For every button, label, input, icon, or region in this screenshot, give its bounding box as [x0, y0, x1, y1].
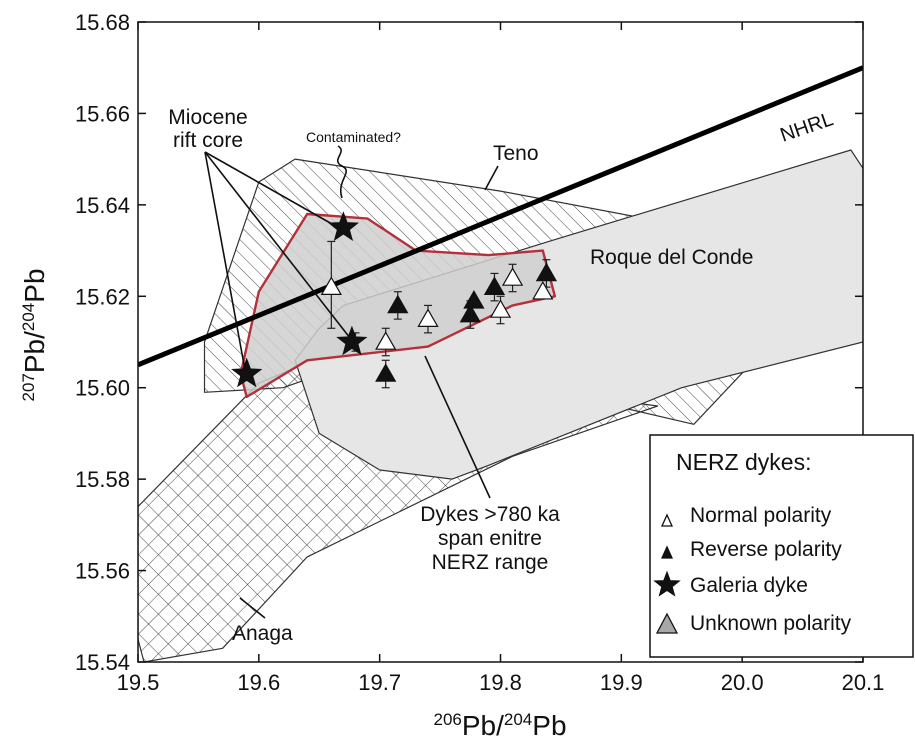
leader-anaga	[239, 597, 266, 619]
y-tick-label: 15.54	[75, 650, 130, 675]
miocene-label-line1: Miocene	[168, 106, 247, 129]
nhrl-line	[138, 65, 863, 368]
y-tick-label: 15.62	[75, 284, 130, 309]
galeria-dyke-marker	[231, 357, 263, 388]
y-axis-label: 207Pb/204Pb	[19, 268, 50, 401]
galeria-dyke-marker	[336, 325, 368, 356]
y-tick-label: 15.58	[75, 467, 130, 492]
anaga-label: Anaga	[232, 622, 293, 645]
roque-del-conde-label: Roque del Conde	[590, 246, 753, 269]
reverse-polarity-marker	[375, 363, 397, 382]
galeria-dyke-marker	[327, 211, 360, 241]
leader-dykes	[424, 355, 491, 499]
reverse-polarity-marker	[535, 262, 558, 282]
leader-contaminated	[336, 145, 348, 199]
x-axis-label-sup: 206	[433, 710, 461, 729]
x-axis-label-end: Pb	[532, 710, 566, 741]
dykes-label-line2: span enitre	[438, 527, 542, 550]
legend-unknown-label: Unknown polarity	[690, 612, 852, 635]
y-axis-label-sup2: 204	[19, 303, 38, 331]
leader-teno	[484, 165, 499, 191]
reverse-polarity-marker	[459, 303, 481, 323]
miocene-label-line2: rift core	[173, 129, 243, 152]
legend-reverse-triangle	[660, 545, 674, 559]
leader-lines	[204, 145, 499, 619]
legend-galeria-star	[653, 570, 681, 597]
reverse-polarity-marker	[463, 290, 485, 309]
x-tick-label: 19.8	[479, 670, 522, 695]
legend-star-shape	[653, 570, 681, 597]
nhrl-label: NHRL	[777, 108, 836, 147]
x-tick-label: 20.1	[842, 670, 885, 695]
y-axis-label-sup: 207	[19, 373, 38, 401]
plot-area	[138, 65, 863, 662]
axis-ticks: 19.5 19.6 19.7 19.8 19.9 20.0 20.1 15.54 15.56 15…	[75, 10, 884, 695]
normal-polarity-marker	[417, 308, 439, 327]
x-tick-label: 19.6	[237, 670, 280, 695]
y-axis-label-end: Pb	[19, 268, 50, 302]
reverse-polarity-marker	[387, 294, 409, 314]
x-axis-label-main: Pb/	[462, 710, 504, 741]
x-tick-label: 19.7	[358, 670, 401, 695]
normal-polarity-marker	[489, 299, 512, 318]
legend-galeria-label: Galeria dyke	[690, 574, 808, 597]
y-axis-label-main: Pb/	[19, 331, 50, 373]
marker-layer	[231, 211, 558, 388]
y-tick-label: 15.66	[75, 101, 130, 126]
y-tick-label: 15.56	[75, 559, 130, 584]
leader-miocene-2	[204, 151, 333, 225]
y-tick-label: 15.64	[75, 193, 130, 218]
legend-box	[649, 434, 914, 658]
x-tick-label: 19.9	[600, 670, 643, 695]
y-tick-label: 15.68	[75, 10, 130, 35]
legend-normal-triangle	[660, 513, 674, 527]
normal-polarity-marker	[320, 276, 342, 295]
reference-line-layer	[138, 65, 863, 368]
dykes-label-line1: Dykes >780 ka	[420, 503, 560, 526]
dykes-label-line3: NERZ range	[432, 551, 549, 574]
legend-reverse-label: Reverse polarity	[690, 538, 842, 561]
x-axis-label-sup2: 204	[504, 710, 532, 729]
reverse-polarity-marker	[483, 276, 506, 295]
y-tick-label: 15.60	[75, 376, 130, 401]
normal-polarity-marker	[501, 267, 524, 286]
x-tick-label: 20.0	[721, 670, 764, 695]
legend-unknown-triangle	[655, 612, 679, 634]
normal-polarity-marker	[375, 331, 397, 350]
leader-miocene-1	[204, 151, 246, 371]
teno-label: Teno	[493, 142, 539, 165]
legend-title: NERZ dykes:	[676, 449, 811, 475]
x-tick-label: 19.5	[117, 670, 160, 695]
legend: NERZ dykes: Normal polarity Reverse pola…	[649, 434, 914, 658]
leader-miocene-3	[204, 151, 351, 339]
x-axis-label: 206Pb/204Pb	[433, 710, 566, 741]
legend-normal-label: Normal polarity	[690, 504, 832, 527]
normal-polarity-marker	[532, 280, 554, 300]
contaminated-label: Contaminated?	[306, 129, 401, 145]
